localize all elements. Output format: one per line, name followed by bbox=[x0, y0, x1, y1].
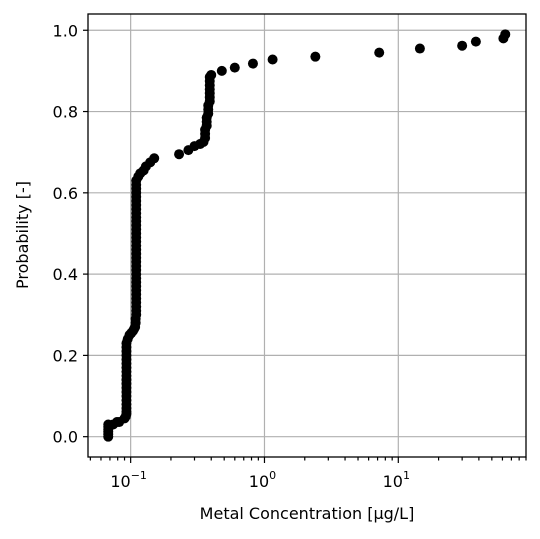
plot-frame bbox=[87, 13, 527, 458]
data-points bbox=[103, 29, 511, 442]
y-tick-label: 1.0 bbox=[53, 21, 78, 40]
data-point bbox=[414, 43, 425, 54]
tick-labels: 0.0 0.2 0.4 0.6 0.8 1.0 10−1 100 101 bbox=[53, 21, 410, 491]
x-axis-label: Metal Concentration [µg/L] bbox=[200, 504, 415, 523]
data-point bbox=[247, 58, 258, 69]
data-point bbox=[310, 51, 321, 62]
y-tick-label: 0.4 bbox=[53, 265, 78, 284]
data-point bbox=[174, 149, 185, 160]
grid-lines bbox=[88, 14, 526, 457]
data-point bbox=[206, 69, 217, 80]
data-point bbox=[470, 36, 481, 47]
y-axis-label: Probability [-] bbox=[13, 181, 32, 289]
x-tick-label: 100 bbox=[249, 469, 276, 491]
x-tick-label: 10−1 bbox=[110, 469, 147, 491]
data-point bbox=[267, 54, 278, 65]
x-tick-label: 101 bbox=[383, 469, 410, 491]
data-point bbox=[216, 65, 227, 76]
data-point bbox=[229, 62, 240, 73]
y-tick-label: 0.8 bbox=[53, 103, 78, 122]
y-tick-label: 0.2 bbox=[53, 346, 78, 365]
data-point bbox=[374, 47, 385, 58]
data-point bbox=[500, 29, 511, 40]
axis-ticks bbox=[83, 29, 527, 463]
y-tick-label: 0.0 bbox=[53, 428, 78, 447]
y-tick-label: 0.6 bbox=[53, 184, 78, 203]
data-point bbox=[457, 40, 468, 51]
data-point bbox=[149, 153, 160, 164]
